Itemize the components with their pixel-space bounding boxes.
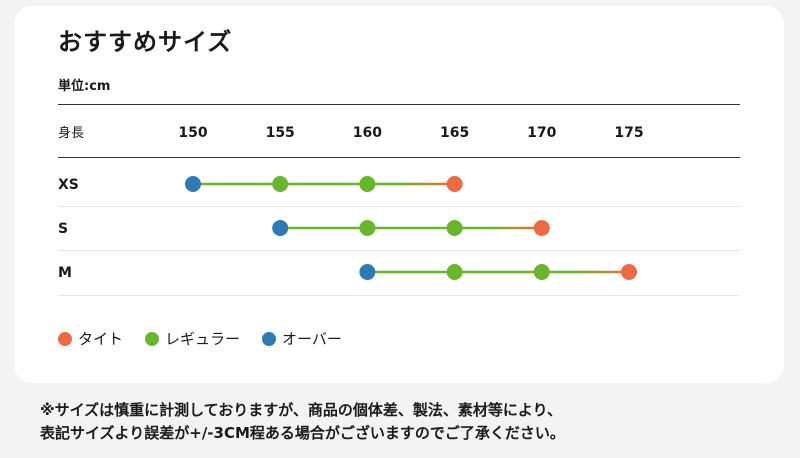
category-label: M (58, 265, 72, 281)
page-title: おすすめサイズ (58, 28, 233, 56)
x-tick-label: 160 (353, 125, 382, 141)
category-label: XS (58, 177, 79, 193)
header-bottom-rule (58, 157, 740, 158)
note-line-2: 表記サイズより誤差が+/-3CM程ある場合がございますのでご了承ください。 (40, 424, 565, 442)
marker-regular-low-m (446, 264, 463, 280)
legend-dot-regular (145, 331, 160, 346)
marker-regular-high-m (533, 264, 550, 280)
row-divider (58, 206, 740, 207)
legend-item-regular: レギュラー (145, 328, 240, 349)
x-tick-label: 170 (527, 125, 556, 141)
x-tick-label: 155 (266, 125, 295, 141)
header-top-rule (58, 104, 740, 105)
size-chart-card (14, 6, 784, 383)
unit-label: 単位:cm (58, 79, 111, 94)
marker-regular-high-xs (359, 176, 376, 192)
marker-over-m (359, 264, 376, 280)
row-divider (58, 295, 740, 296)
marker-regular-low-s (359, 220, 376, 236)
note-line-1: ※サイズは慎重に計測しておりますが、商品の個体差、製法、素材等により、 (40, 401, 563, 419)
marker-regular-high-s (446, 220, 463, 236)
legend-label-tight: タイト (78, 330, 124, 348)
marker-tight-s (533, 220, 550, 236)
x-tick-label: 175 (614, 125, 643, 141)
measurement-note: ※サイズは慎重に計測しておりますが、商品の個体差、製法、素材等により、 表記サイ… (40, 399, 760, 445)
row-divider (58, 250, 740, 251)
legend-label-over: オーバー (282, 330, 342, 348)
marker-over-xs (185, 176, 201, 192)
x-tick-label: 165 (440, 125, 469, 141)
legend-label-regular: レギュラー (165, 330, 241, 348)
legend-item-tight: タイト (58, 328, 123, 349)
legend-item-over: オーバー (262, 328, 342, 349)
legend-dot-over (262, 331, 277, 346)
marker-over-s (272, 220, 289, 236)
x-tick-label: 150 (178, 125, 207, 141)
legend-dot-tight (58, 331, 72, 346)
category-label: S (58, 221, 68, 237)
x-axis-label: 身長 (58, 125, 84, 141)
legend: タイト レギュラー オーバー (58, 328, 364, 349)
marker-tight-m (621, 264, 637, 280)
marker-regular-low-xs (272, 176, 289, 192)
marker-tight-xs (446, 176, 463, 192)
